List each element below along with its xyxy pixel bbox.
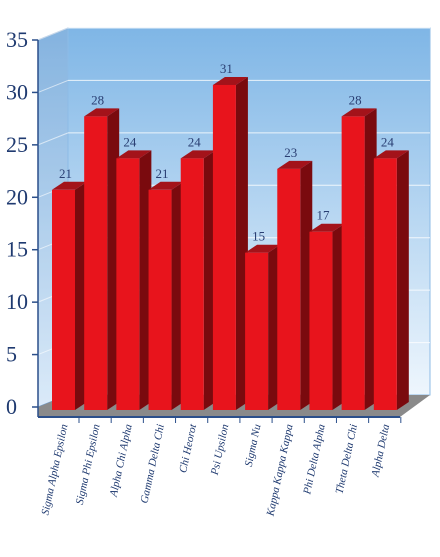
x-tick-label: Gamma Delta Chi [138,423,167,504]
bar-front [277,168,301,410]
bar-value-label: 24 [188,134,202,149]
x-tick-label: Psi Upsilon [209,423,232,477]
bar-value-label: 17 [316,208,330,223]
bar-side [235,76,248,410]
gridline-side [37,132,69,146]
bar-value-label: 21 [59,166,72,181]
bar-front [116,158,140,410]
bar: 15 [245,229,281,410]
bar-value-label: 24 [123,134,137,149]
bar-top [148,181,184,190]
bar-front [309,231,333,410]
bar-value-label: 15 [252,229,265,244]
bar: 21 [52,166,87,410]
y-tick-label: 35 [6,27,28,52]
x-tick-label: Theta Delta Chi [334,423,360,495]
bar: 21 [148,166,184,410]
x-tick-label: Alpha Delta [369,423,392,479]
bar-side [268,244,281,410]
bars: 21 28 24 21 24 31 15 23 17 28 24 [52,61,409,411]
bar: 28 [84,92,120,411]
x-tick-label: Phi Delta Alpha [301,423,328,497]
x-tick-label: Alpha Chi Alpha [108,423,135,499]
bar-front [373,158,397,410]
y-tick-label: 0 [6,394,17,419]
bar-side [364,108,377,411]
bar-top [373,150,409,159]
bar-value-label: 31 [220,61,233,76]
bar-side [75,181,87,410]
x-tick-label: Sigma Phi Epsilon [74,423,103,506]
bar: 24 [373,134,409,411]
bar-front [212,84,236,410]
bar-value-label: 24 [381,134,395,149]
bar-value-label: 28 [349,92,362,107]
bar-value-label: 23 [284,145,297,160]
bar-top [309,223,345,232]
gridline-side [37,27,69,41]
bar-top [212,76,248,85]
bar-top [341,108,377,117]
bar-side [396,150,409,411]
bar: 24 [116,134,152,411]
x-tick-label: Chi Heorot [177,422,199,474]
bar-front [245,252,269,410]
bar-side [332,223,345,410]
y-tick-label: 20 [6,184,28,209]
bar-top [116,150,152,159]
bar-side [139,150,152,411]
bar-top [180,150,216,159]
bar: 28 [341,92,377,411]
y-tick-label: 5 [6,342,17,367]
x-axis: Sigma Alpha Epsilon Sigma Phi Epsilon Alph… [39,417,402,518]
y-tick-label: 10 [6,289,28,314]
bar: 17 [309,208,345,410]
bar-value-label: 21 [156,166,169,181]
y-axis: 0 5 10 15 20 25 30 35 [6,27,39,419]
bar-side [300,160,313,410]
y-tick-label: 25 [6,132,28,157]
bar-top [245,244,281,253]
bar-front [180,158,204,410]
bar-side [107,108,120,411]
bar-top [277,160,313,169]
bar-top [84,108,120,117]
bar: 31 [212,61,248,410]
y-tick-label: 30 [6,79,28,104]
x-tick-label: Kappa Kappa Kappa [264,423,295,518]
bar-front [341,116,365,411]
bar-side [203,150,216,411]
gridline-side [37,79,69,93]
bar-value-label: 28 [91,92,104,107]
bar-side [171,181,184,410]
bar-front [52,189,75,410]
bar-front [148,189,172,410]
x-tick-label: Sigma Nu [243,423,264,468]
bar: 24 [180,134,216,411]
y-tick-label: 15 [6,237,28,262]
bar-front [84,116,108,411]
bar: 23 [277,145,313,410]
x-tick-label: Sigma Alpha Epsilon [39,423,70,517]
bar-top [52,181,87,190]
